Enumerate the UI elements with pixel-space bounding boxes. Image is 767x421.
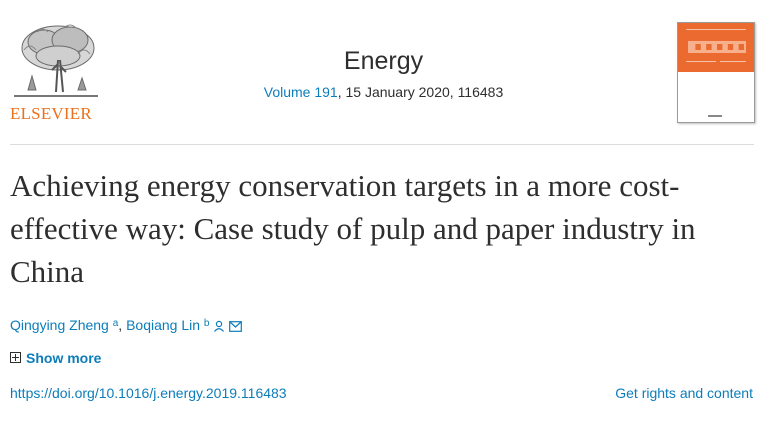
cover-line	[686, 61, 716, 62]
plus-box-icon	[10, 352, 21, 363]
person-icon[interactable]	[213, 320, 225, 333]
author-link-1[interactable]: Qingying Zheng a	[10, 317, 118, 333]
cover-line	[720, 61, 746, 62]
email-icon[interactable]	[229, 320, 243, 332]
article-title: Achieving energy conservation targets in…	[10, 168, 696, 289]
author-link-2[interactable]: Boqiang Lin b	[126, 317, 209, 333]
author-name: Boqiang Lin	[126, 317, 201, 333]
cover-footer-mark	[708, 115, 722, 117]
author-affiliation-sup: b	[203, 318, 210, 329]
journal-link[interactable]: Energy	[343, 47, 424, 75]
author-separator: ,	[118, 317, 127, 333]
elsevier-tree-icon	[10, 22, 100, 100]
show-more-button[interactable]: Show more	[10, 350, 101, 366]
issue-date-and-number: , 15 January 2020, 116483	[337, 84, 504, 100]
volume-link[interactable]: Volume 191	[263, 84, 338, 100]
journal-cover-thumbnail[interactable]	[677, 22, 755, 123]
author-affiliation-sup: a	[112, 318, 119, 329]
cover-journal-title-graphic	[688, 41, 746, 53]
author-name: Qingying Zheng	[10, 317, 109, 333]
publisher-logo[interactable]: ELSEVIER	[8, 20, 104, 124]
get-rights-link[interactable]: Get rights and content	[615, 385, 753, 401]
author-list: Qingying Zheng a, Boqiang Lin b	[10, 317, 243, 333]
show-more-label: Show more	[26, 350, 102, 366]
header-divider	[10, 144, 754, 145]
cover-line	[686, 29, 746, 30]
doi-link[interactable]: https://doi.org/10.1016/j.energy.2019.11…	[10, 385, 287, 401]
article-header: ELSEVIER Energy Volume 191, 15 January 2…	[0, 0, 767, 138]
publisher-wordmark: ELSEVIER	[10, 104, 92, 123]
issue-info: Volume 191, 15 January 2020, 116483	[0, 84, 767, 100]
journal-title: Energy	[0, 47, 767, 76]
